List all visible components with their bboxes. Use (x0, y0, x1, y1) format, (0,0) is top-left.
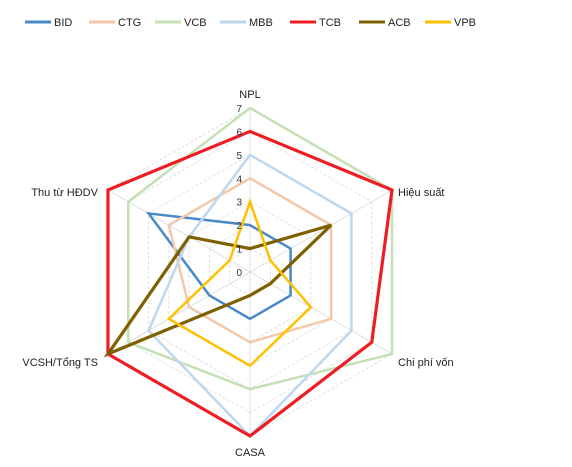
axis-label-2: Chi phí vốn (398, 357, 454, 369)
series-bid (145, 211, 292, 321)
legend: BID CTG VCB MBB TCB ACB VPB (25, 17, 476, 29)
legend-label-ctg: CTG (118, 17, 141, 29)
legend-label-vcb: VCB (184, 17, 207, 29)
axis-label-0: NPL (239, 89, 260, 101)
axis-label-3: CASA (235, 447, 266, 459)
axis-label-4: VCSH/Tổng TS (22, 357, 98, 369)
grid-spoke-4 (107, 271, 251, 355)
tick-label-4: 4 (236, 174, 242, 185)
radar-grid (107, 107, 393, 437)
series-tcb (106, 129, 394, 438)
radial-tick-labels: 0 1 2 3 4 5 6 7 (236, 104, 242, 279)
tick-label-0: 0 (236, 268, 242, 279)
axis-label-1: Hiệu suất (398, 187, 444, 199)
legend-label-vpb: VPB (454, 17, 476, 29)
legend-label-mbb: MBB (249, 17, 273, 29)
tick-label-3: 3 (236, 198, 242, 209)
grid-spoke-5 (107, 189, 251, 273)
series-vpb (166, 197, 313, 368)
grid-spoke-2 (249, 271, 393, 355)
tick-label-6: 6 (236, 127, 242, 138)
axis-label-5: Thu từ HĐDV (31, 187, 98, 199)
tick-label-7: 7 (236, 104, 242, 115)
legend-label-tcb: TCB (319, 17, 341, 29)
tick-label-5: 5 (236, 151, 242, 162)
legend-label-bid: BID (54, 17, 72, 29)
grid-spoke-1 (249, 189, 393, 273)
radar-series (103, 106, 394, 438)
axis-labels: NPL Hiệu suất Chi phí vốn CASA VCSH/Tổng TS T… (22, 89, 453, 459)
tick-label-1: 1 (236, 245, 242, 256)
legend-label-acb: ACB (388, 17, 411, 29)
series-acb (103, 223, 333, 358)
tick-label-2: 2 (236, 221, 242, 232)
